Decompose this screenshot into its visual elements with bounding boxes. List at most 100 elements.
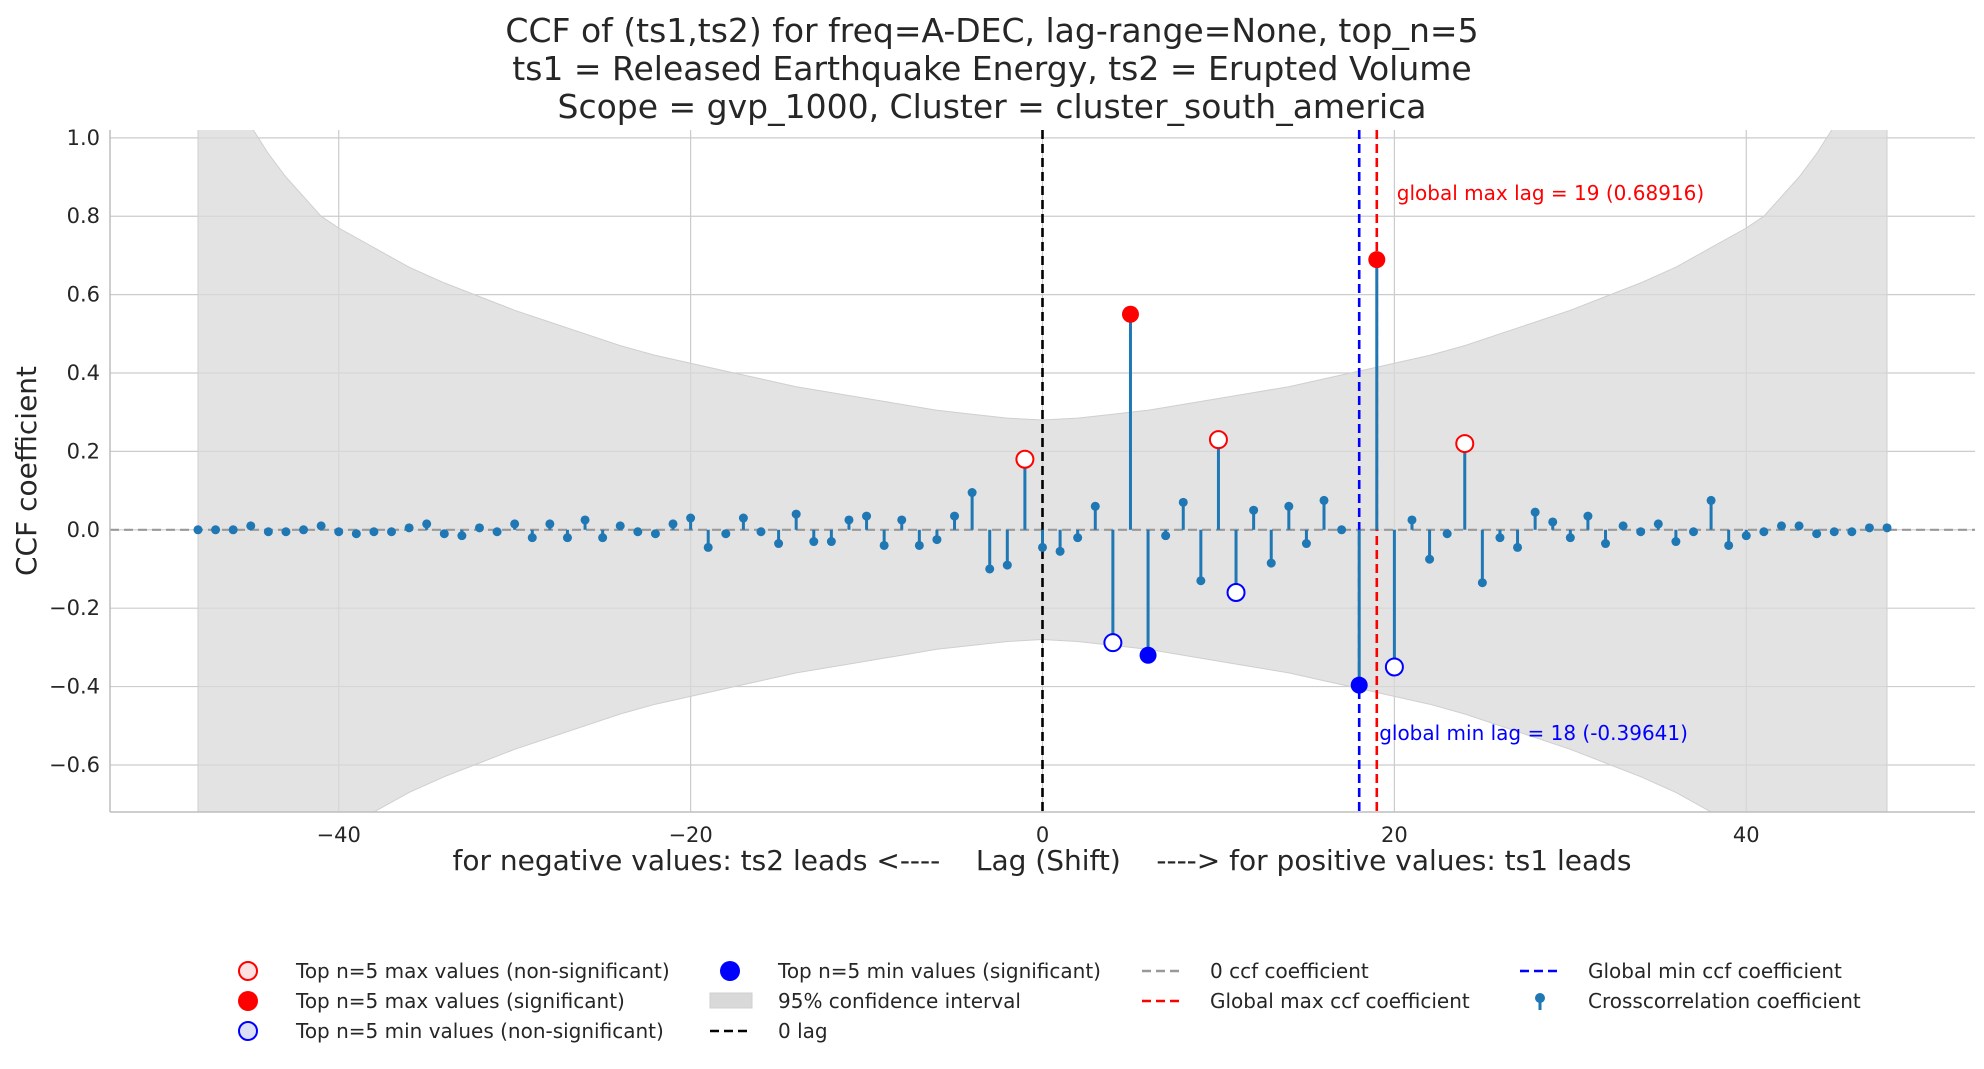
ccf-point [791, 509, 801, 519]
ccf-point [598, 533, 608, 543]
legend-label: Global max ccf coefficient [1210, 989, 1470, 1013]
legend-swatch-ccf-point [1535, 993, 1545, 1003]
ccf-point [1266, 558, 1276, 568]
ccf-point [1442, 529, 1452, 539]
ccf-point [879, 540, 889, 550]
ccf-point [492, 527, 502, 537]
ccf-point [1090, 501, 1100, 511]
legend-item-zero-lag: 0 lag [710, 1019, 828, 1043]
legend-swatch-min-nonsignificant [238, 1021, 258, 1041]
ccf-point [474, 523, 484, 533]
ccf-point [826, 537, 836, 547]
ccf-point [721, 529, 731, 539]
y-tick-label: 0.0 [67, 518, 100, 542]
ccf-point [1706, 495, 1716, 505]
legend-item-global-min: Global min ccf coefficient [1520, 959, 1842, 983]
ccf-point [809, 537, 819, 547]
y-tick-label: 0.6 [67, 283, 100, 307]
ccf-point [1425, 554, 1435, 564]
global-max-annotation: global max lag = 19 (0.68916) [1397, 181, 1704, 205]
x-tick-label: −40 [317, 823, 361, 847]
ccf-point [510, 519, 520, 529]
title-line-3: Scope = gvp_1000, Cluster = cluster_sout… [558, 87, 1427, 126]
ccf-point [228, 525, 238, 535]
ccf-point [527, 533, 537, 543]
ccf-point [1829, 527, 1839, 537]
legend-label: Top n=5 min values (significant) [777, 959, 1101, 983]
ccf-point [738, 513, 748, 523]
top-max-nonsignificant-marker [1015, 449, 1035, 469]
y-tick-label: 0.8 [67, 204, 100, 228]
ccf-point [1794, 521, 1804, 531]
ccf-point [1530, 507, 1540, 517]
ccf-point [404, 523, 414, 533]
ccf-point [1038, 542, 1047, 552]
legend-item-zero-ccf: 0 ccf coefficient [1142, 959, 1369, 983]
title-line-1: CCF of (ts1,ts2) for freq=A-DEC, lag-ran… [505, 11, 1478, 50]
ccf-point [1319, 495, 1329, 505]
ccf-point [1513, 542, 1523, 552]
ccf-point [1495, 533, 1505, 543]
ccf-point [1337, 525, 1347, 535]
ccf-point [1601, 539, 1611, 549]
ccf-point [1073, 533, 1083, 543]
legend-label: 95% confidence interval [778, 989, 1021, 1013]
y-tick-label: 1.0 [67, 126, 100, 150]
annotations: global max lag = 19 (0.68916) global min… [1379, 181, 1704, 745]
ccf-point [1249, 505, 1259, 515]
ccf-point [334, 527, 344, 537]
y-tick-label: −0.4 [49, 675, 100, 699]
ccf-point [1565, 533, 1575, 543]
ccf-point [1759, 527, 1769, 537]
top-max-nonsignificant-marker [1208, 430, 1228, 450]
ccf-point [1741, 531, 1751, 541]
top-min-nonsignificant-marker [1226, 583, 1246, 603]
ccf-point [633, 527, 643, 537]
x-tick-label: 20 [1381, 823, 1408, 847]
ccf-point [439, 529, 449, 539]
x-tick-label: 40 [1733, 823, 1760, 847]
ccf-point [1812, 529, 1822, 539]
legend-item-ccf: Crosscorrelation coefficient [1535, 989, 1861, 1013]
top-max-significant-marker [1121, 305, 1139, 323]
ccf-point [562, 533, 572, 543]
ccf-point [668, 519, 678, 529]
ccf-point [1548, 517, 1558, 527]
ccf-point [897, 515, 907, 525]
ccf-point [967, 488, 977, 498]
legend-swatch-max-nonsignificant [238, 961, 258, 981]
legend-item-max-sig: Top n=5 max values (significant) [238, 989, 625, 1013]
ccf-point [1776, 521, 1786, 531]
legend-item-global-max: Global max ccf coefficient [1142, 989, 1470, 1013]
legend-swatch-confidence-interval [709, 992, 753, 1009]
ccf-point [1002, 560, 1012, 570]
legend-label: Crosscorrelation coefficient [1588, 989, 1861, 1013]
ccf-point [1864, 523, 1874, 533]
x-tick-label: −20 [668, 823, 712, 847]
top-min-nonsignificant-marker [1384, 657, 1404, 677]
legend-label: Global min ccf coefficient [1588, 959, 1842, 983]
ccf-point [1671, 537, 1681, 547]
ccf-point [1196, 576, 1206, 586]
ccf-point [281, 527, 291, 537]
ccf-point [1178, 497, 1188, 507]
legend-label: Top n=5 max values (non-significant) [295, 959, 670, 983]
ccf-point [299, 525, 309, 535]
top-n-markers [1015, 251, 1475, 694]
x-tick-label: 0 [1036, 823, 1049, 847]
title-line-2: ts1 = Released Earthquake Energy, ts2 = … [512, 49, 1471, 88]
ccf-point [950, 511, 960, 521]
ccf-point [1688, 527, 1698, 537]
ccf-point [369, 527, 379, 537]
ccf-point [351, 529, 361, 539]
ccf-point [263, 527, 273, 537]
y-tick-label: 0.2 [67, 439, 100, 463]
ccf-point [1583, 511, 1593, 521]
chart-title: CCF of (ts1,ts2) for freq=A-DEC, lag-ran… [505, 11, 1478, 126]
top-max-nonsignificant-marker [1455, 434, 1475, 454]
legend-label: Top n=5 max values (significant) [295, 989, 625, 1013]
ccf-point [1301, 539, 1311, 549]
ccf-point [1653, 519, 1663, 529]
ccf-point [1055, 546, 1065, 556]
ccf-point [862, 511, 872, 521]
